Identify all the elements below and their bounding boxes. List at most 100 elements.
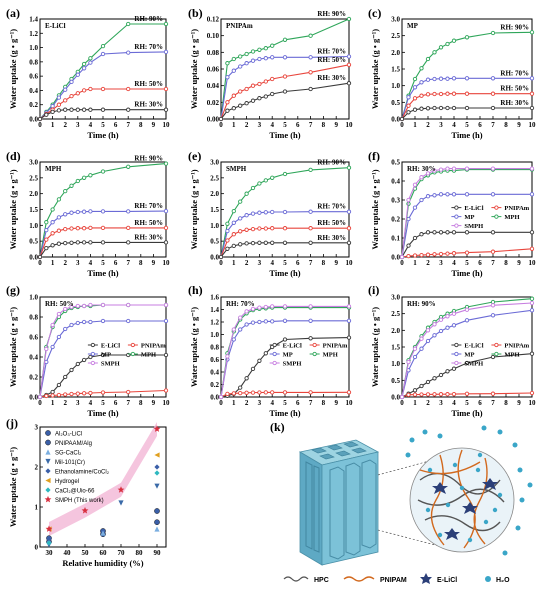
data-point xyxy=(63,107,68,112)
data-point xyxy=(88,209,93,214)
data-point xyxy=(445,314,450,319)
data-point xyxy=(438,91,444,97)
data-point xyxy=(419,106,424,111)
series-annotation: RH: 90% xyxy=(134,15,163,23)
x-tick-label: 6 xyxy=(296,121,300,129)
x-tick-label: 4 xyxy=(452,399,456,407)
chart-panel-0: (a)0.00.20.40.60.81.01.21.40 1 2 3 4 5 6 7 8 9 10T… xyxy=(6,6,170,140)
data-point xyxy=(282,74,288,79)
data-point xyxy=(432,105,437,111)
data-point xyxy=(451,323,457,328)
data-point xyxy=(257,96,262,101)
data-point xyxy=(75,303,80,309)
data-point xyxy=(231,93,236,98)
legend-marker xyxy=(45,477,51,484)
data-point xyxy=(346,81,352,86)
data-point xyxy=(263,319,268,324)
data-point xyxy=(126,240,131,245)
data-point xyxy=(346,165,352,170)
data-point xyxy=(163,208,169,214)
y-tick-label: 0.08 xyxy=(207,49,220,57)
x-tick-label: 7 xyxy=(126,259,130,267)
scatter-point xyxy=(81,507,89,514)
x-tick-label: 9 xyxy=(334,399,338,407)
data-point xyxy=(425,77,431,82)
x-tick-label: 5 xyxy=(465,121,469,129)
x-tick-label: 3 xyxy=(439,259,443,267)
legend-marker xyxy=(454,205,459,210)
series-annotation: RH: 30% xyxy=(134,233,163,241)
chart-inner-label: E-LiCl xyxy=(45,22,66,30)
data-point xyxy=(263,390,268,395)
x-axis-label: Relative humidity (%) xyxy=(62,558,143,568)
y-tick-label: 2.5 xyxy=(391,310,400,318)
legend-label: SMPH (This work) xyxy=(55,498,104,504)
panel-label: (d) xyxy=(6,149,21,163)
data-point xyxy=(412,76,418,82)
y-tick-label: 0.0 xyxy=(29,116,38,124)
y-tick-label: 1.6 xyxy=(210,294,219,302)
x-tick-label: 1 xyxy=(51,399,55,407)
data-point xyxy=(163,302,169,308)
y-tick-label: 0.0 xyxy=(29,394,38,402)
legend-marker xyxy=(45,487,51,493)
data-point xyxy=(225,354,230,359)
x-tick-label: 2 xyxy=(426,399,430,407)
data-point xyxy=(451,166,457,171)
data-point xyxy=(75,320,80,326)
data-point xyxy=(231,208,236,214)
data-point xyxy=(231,56,236,62)
data-point xyxy=(81,357,87,363)
data-point xyxy=(44,245,49,251)
data-point xyxy=(56,197,62,202)
x-tick-label: 4 xyxy=(270,121,274,129)
x-tick-label: 10 xyxy=(346,121,354,129)
data-point xyxy=(445,192,450,197)
data-point xyxy=(529,300,535,306)
data-point xyxy=(44,220,49,225)
series-annotation: RH: 70% xyxy=(134,43,163,51)
data-point xyxy=(69,79,74,85)
data-point xyxy=(100,318,106,324)
legend-label: SMPH xyxy=(464,360,483,367)
series-line xyxy=(401,169,532,258)
scatter-point xyxy=(154,519,160,526)
legend-marker xyxy=(454,351,459,357)
data-point xyxy=(100,225,106,231)
x-tick-label: 70 xyxy=(118,549,126,557)
data-point xyxy=(425,252,431,257)
data-point xyxy=(69,107,74,112)
data-point xyxy=(399,116,405,122)
x-tick-label: 0 xyxy=(400,259,404,267)
chart-panel-4: (e) 0.0 0.5 1.0 1.5 2.0 2.5 3.0 0 1 2 3 4 5 6 7 8 9 10 Time… xyxy=(188,149,353,278)
data-point xyxy=(406,253,411,259)
legend-marker xyxy=(312,342,317,348)
data-point xyxy=(412,392,418,397)
scatter-point xyxy=(46,536,52,542)
data-point xyxy=(263,304,268,310)
x-tick-label: 3 xyxy=(258,121,262,129)
data-point xyxy=(63,98,68,103)
chart-panel-2: (c) 0.0 0.5 1.0 1.5 2.0 2.5 3.0 0 1 2 3 4 5 6 7 8 9 10 Time… xyxy=(368,6,536,140)
data-point xyxy=(244,227,249,232)
data-point xyxy=(250,98,256,103)
data-point xyxy=(529,166,535,171)
data-point xyxy=(529,105,535,111)
legend-marker xyxy=(130,342,136,348)
data-point xyxy=(100,390,106,395)
legend-marker xyxy=(45,439,51,446)
data-point xyxy=(438,392,444,397)
data-point xyxy=(529,296,535,301)
data-point xyxy=(308,209,313,214)
y-tick-label: 0.8 xyxy=(29,314,38,322)
y-tick-label: 3.0 xyxy=(391,294,400,302)
x-tick-label: 7 xyxy=(309,259,313,267)
data-point xyxy=(432,193,437,198)
data-point xyxy=(490,303,496,308)
data-point xyxy=(244,309,249,314)
y-axis-label: Water uptake (g • g⁻¹) xyxy=(189,29,199,109)
chart-inner-label: RH: 90% xyxy=(407,300,436,308)
data-point xyxy=(412,253,418,258)
y-axis-label: Water uptake (g • g⁻¹) xyxy=(370,307,380,387)
hpc-legend-mark xyxy=(283,576,309,582)
